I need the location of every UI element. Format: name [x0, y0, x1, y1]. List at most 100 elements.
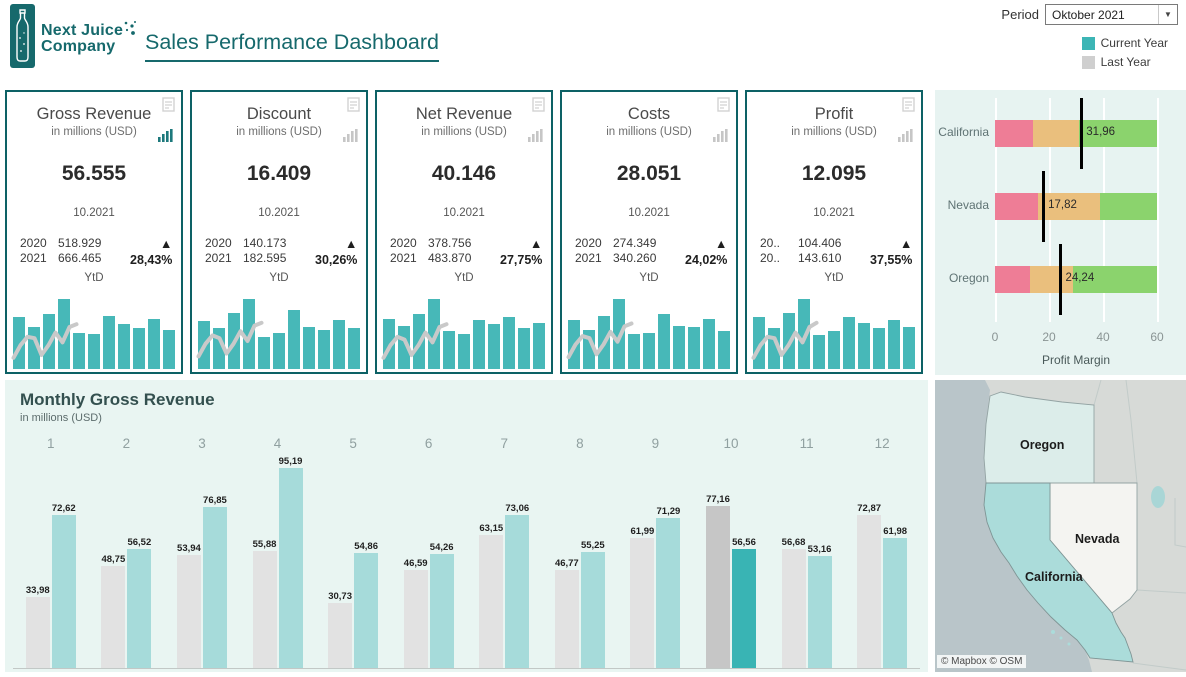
- month-group-12: 12 72,87 61,98: [844, 436, 920, 668]
- prev-year-label: 20..: [760, 236, 781, 250]
- current-year-bar[interactable]: [278, 468, 303, 668]
- month-label: 1: [47, 436, 55, 451]
- state-california[interactable]: [983, 482, 1134, 663]
- bar-chart-icon[interactable]: [158, 129, 173, 142]
- bar-chart-icon[interactable]: [528, 129, 543, 142]
- prev-year-value: 104.406: [798, 236, 842, 250]
- marker-value-label: 24,24: [1065, 272, 1095, 284]
- last-year-bar[interactable]: [857, 514, 882, 668]
- last-year-bar[interactable]: [705, 505, 730, 668]
- chevron-down-icon[interactable]: ▼: [1158, 5, 1177, 24]
- month-group-10: 10 77,16 56,56: [693, 436, 769, 668]
- kpi-card-gross-revenue: Gross Revenue in millions (USD) 56.555 10.2…: [5, 90, 183, 374]
- kpi-subtitle: in millions (USD): [236, 126, 322, 138]
- note-icon[interactable]: [347, 97, 360, 112]
- month-label: 10: [723, 436, 739, 451]
- current-year-bar[interactable]: [51, 515, 76, 668]
- note-icon[interactable]: [902, 97, 915, 112]
- last-year-bar[interactable]: [554, 569, 579, 668]
- current-year-bar[interactable]: [883, 537, 908, 668]
- period-dropdown[interactable]: Oktober 2021 ▼: [1045, 4, 1178, 25]
- current-year-bar[interactable]: [127, 549, 152, 668]
- bar-value-label: 48,75: [101, 553, 126, 565]
- kpi-year-comparison: 2020 2021 518.929 666.465 ▲ 28,43%: [7, 236, 181, 268]
- bar-value-label: 55,25: [580, 539, 605, 551]
- map-attribution[interactable]: © Mapbox © OSM: [937, 655, 1027, 668]
- ytd-label: YtD: [269, 272, 289, 284]
- axis-tick-label: 0: [991, 330, 999, 344]
- island-dot: [1059, 636, 1063, 640]
- bar-value-label: 54,86: [354, 540, 378, 552]
- prev-year-value: 274.349: [613, 236, 657, 250]
- profit-margin-bands-oregon[interactable]: [995, 265, 1157, 293]
- axis-tick-label: 20: [1042, 330, 1056, 344]
- state-oregon[interactable]: [983, 391, 1095, 484]
- spark-bar: [198, 321, 210, 369]
- bar-chart-icon[interactable]: [713, 129, 728, 142]
- profit-margin-bands-california[interactable]: [995, 119, 1157, 147]
- last-year-bar[interactable]: [328, 603, 353, 668]
- bar-value-label: 46,59: [403, 558, 428, 570]
- spark-bar: [858, 322, 870, 369]
- last-year-bar[interactable]: [403, 570, 428, 668]
- spark-bar: [888, 320, 900, 369]
- kpi-title: Costs: [627, 105, 671, 123]
- current-year-bar[interactable]: [580, 551, 605, 668]
- current-year-bar[interactable]: [807, 556, 832, 668]
- curr-year-value: 182.595: [243, 251, 287, 266]
- last-year-bar[interactable]: [252, 550, 277, 668]
- current-year-bar[interactable]: [656, 518, 681, 668]
- legend-item-current-year[interactable]: Current Year: [1081, 36, 1168, 50]
- month-group-2: 2 48,75 56,52: [89, 436, 165, 668]
- bar-chart-icon[interactable]: [898, 129, 913, 142]
- curr-year-value: 666.465: [58, 251, 102, 266]
- profit-margin-bands-nevada[interactable]: [995, 192, 1157, 220]
- last-year-bar[interactable]: [25, 596, 50, 668]
- month-group-4: 4 55,88 95,19: [240, 436, 316, 668]
- spark-bar: [613, 299, 625, 369]
- note-icon[interactable]: [162, 97, 175, 112]
- month-label: 11: [799, 436, 814, 451]
- gridline: [1157, 98, 1159, 322]
- last-year-bar[interactable]: [101, 565, 126, 668]
- month-label: 2: [122, 436, 131, 451]
- spark-bar: [13, 317, 25, 369]
- kpi-sparkline: [380, 299, 548, 369]
- kpi-year-comparison: 20.. 20.. 104.406 143.610 ▲ 37,55%: [747, 236, 921, 268]
- kpi-value: 12.095: [801, 162, 867, 185]
- ocean-shape: [935, 380, 1092, 672]
- bar-value-label: 56,52: [127, 537, 152, 549]
- last-year-bar[interactable]: [176, 554, 201, 668]
- legend-item-last-year[interactable]: Last Year: [1081, 55, 1168, 69]
- current-year-bar[interactable]: [429, 554, 454, 668]
- spark-bar: [783, 313, 795, 369]
- note-icon[interactable]: [717, 97, 730, 112]
- kpi-sparkline: [565, 299, 733, 369]
- current-year-bar[interactable]: [731, 549, 756, 668]
- band-segment: [1038, 192, 1101, 220]
- spark-bar: [488, 324, 500, 369]
- map-label-nevada: Nevada: [1075, 532, 1121, 546]
- last-year-bar[interactable]: [781, 548, 806, 668]
- last-year-bar[interactable]: [630, 537, 655, 668]
- last-year-bar[interactable]: [479, 535, 504, 668]
- spark-bar: [458, 334, 470, 369]
- monthly-bars: 1 33,98 72,62 2 48,75 56,52 3 53,94 76,85 4 55,88 9…: [13, 436, 920, 669]
- month-group-3: 3 53,94 76,85: [164, 436, 240, 668]
- spark-bar: [518, 328, 530, 369]
- current-year-bar[interactable]: [505, 514, 530, 668]
- kpi-title: Discount: [246, 105, 312, 123]
- spark-bar: [398, 325, 410, 369]
- bar-chart-icon[interactable]: [343, 129, 358, 142]
- month-group-6: 6 46,59 54,26: [391, 436, 467, 668]
- current-year-bar[interactable]: [354, 552, 379, 668]
- note-icon[interactable]: [532, 97, 545, 112]
- month-label: 5: [349, 436, 357, 451]
- prev-year-label: 2020: [20, 236, 47, 250]
- spark-bar: [903, 327, 915, 369]
- spark-bar: [598, 315, 610, 369]
- brand-name: Next Juice Company: [41, 22, 124, 55]
- current-year-bar[interactable]: [202, 506, 227, 668]
- spark-bar: [73, 332, 85, 369]
- month-label: 8: [576, 436, 584, 451]
